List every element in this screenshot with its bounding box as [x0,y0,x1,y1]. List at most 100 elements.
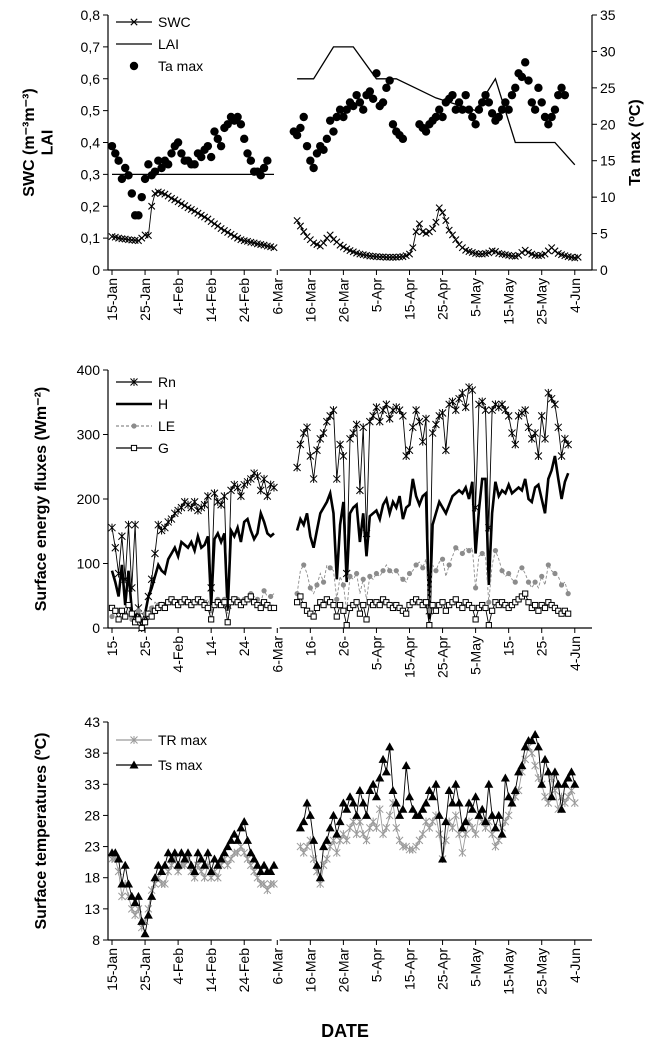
data-point [497,105,507,114]
data-point [545,562,551,568]
data-point [565,610,572,617]
data-point [474,810,484,819]
data-point [395,810,405,819]
legend-marker [130,444,138,452]
data-point [339,112,348,122]
legend-item: SWC [116,14,191,30]
x-tick-label: 26-Mar [335,948,351,993]
data-point [501,98,510,107]
data-point [309,835,319,844]
data-point [570,779,580,788]
x-tick-label: 14-Feb [203,948,219,993]
data-point [488,830,496,839]
legend-marker [129,61,139,71]
data-point [461,817,471,826]
x-tick-label: 15- [104,636,120,657]
data-point [375,773,385,782]
x-axis-label: DATE [321,1021,369,1041]
data-point [385,76,394,85]
data-point [320,601,327,609]
data-point [459,604,466,612]
data-point [118,532,126,541]
data-point [401,761,411,770]
data-point [408,804,418,813]
data-point [563,773,573,782]
data-point [122,613,129,620]
y2-tick-label: 30 [600,43,616,59]
data-point [334,596,340,602]
data-point [372,823,381,832]
data-point [190,160,199,169]
data-point [261,588,267,594]
data-point [332,848,341,857]
data-point [524,423,533,432]
data-point [371,792,381,801]
data-point [557,83,566,93]
data-point [356,610,364,617]
data-point [451,105,460,114]
data-point [405,446,414,455]
data-point [527,736,537,745]
data-point [213,134,222,144]
data-point [540,112,550,122]
data-point [194,209,202,217]
data-point [532,601,539,609]
data-point [527,749,536,758]
data-point [319,429,328,438]
data-point [570,798,579,807]
data-point [533,742,543,751]
data-point [114,156,123,165]
data-point [382,400,391,409]
data-point [426,622,433,629]
data-point [204,492,212,501]
data-point [412,228,420,236]
data-point [150,873,160,882]
y-tick-label: 0,1 [81,230,101,246]
x-tick-label: 16- [302,636,318,657]
data-point [117,174,127,184]
data-point [525,599,532,606]
x-tick-label: 5-Apr [368,948,384,983]
data-point [236,120,246,129]
data-point [336,241,344,249]
data-point [507,798,517,807]
y-axis-label-line: SWC (m⁻³m⁻³) [21,88,38,196]
data-point [487,109,497,118]
data-point [309,163,318,173]
data-point [421,798,431,807]
data-point [141,619,149,626]
data-point [560,90,570,100]
data-point [127,189,137,198]
data-point [125,601,132,609]
data-point [353,599,360,606]
y-tick-label: 0,3 [81,166,101,182]
data-point [339,243,347,251]
data-point [376,601,383,609]
legend-item: TR max [116,732,207,748]
data-point [511,83,520,93]
data-point [190,497,199,506]
panel-soil-water: 0 0,1 0,2 0,3 0,4 0,5 0,6 0,7 0,8 0 5 10 15 20 25 30 35 1… [21,7,644,325]
data-point [389,253,397,261]
data-point [504,811,513,820]
data-point [391,798,401,807]
data-point [319,239,328,247]
data-point [206,866,216,875]
data-point [378,754,388,763]
data-point [527,98,537,107]
data-point [458,105,467,114]
data-point [253,472,262,481]
data-point [256,486,265,495]
data-point [219,848,229,857]
x-tick-label: 4-Jun [567,278,583,313]
data-point [418,437,427,446]
data-point [504,411,513,420]
data-point [375,805,384,814]
data-point [293,463,301,472]
data-point [210,220,219,228]
legend-label: H [158,396,168,412]
data-point [438,209,447,217]
data-point [363,616,370,623]
data-point [485,622,492,629]
x-tick-label: 6-Mar [269,278,285,315]
